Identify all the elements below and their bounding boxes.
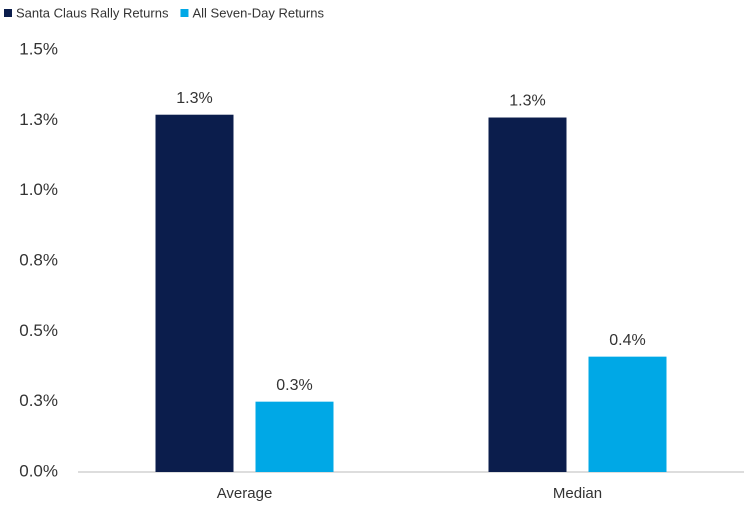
x-tick-label: Median — [553, 485, 602, 502]
y-tick-label: 0.0% — [19, 461, 58, 480]
y-tick-label: 1.3% — [19, 110, 58, 129]
bar — [155, 114, 234, 472]
data-label: 0.3% — [276, 377, 312, 394]
legend-label: All Seven-Day Returns — [192, 5, 324, 20]
y-tick-label: 0.8% — [19, 250, 58, 269]
data-label: 1.3% — [509, 93, 545, 110]
y-tick-label: 0.3% — [19, 391, 58, 410]
legend-label: Santa Claus Rally Returns — [16, 5, 169, 20]
bar — [588, 356, 667, 472]
bar — [488, 117, 567, 473]
y-tick-label: 0.5% — [19, 321, 58, 340]
y-tick-label: 1.5% — [19, 39, 58, 58]
x-tick-label: Average — [217, 485, 273, 502]
data-label: 1.3% — [176, 90, 212, 107]
bar — [255, 401, 334, 472]
legend-swatch — [4, 9, 12, 17]
legend-swatch — [180, 9, 189, 17]
y-tick-label: 1.0% — [19, 180, 58, 199]
data-label: 0.4% — [609, 332, 645, 349]
